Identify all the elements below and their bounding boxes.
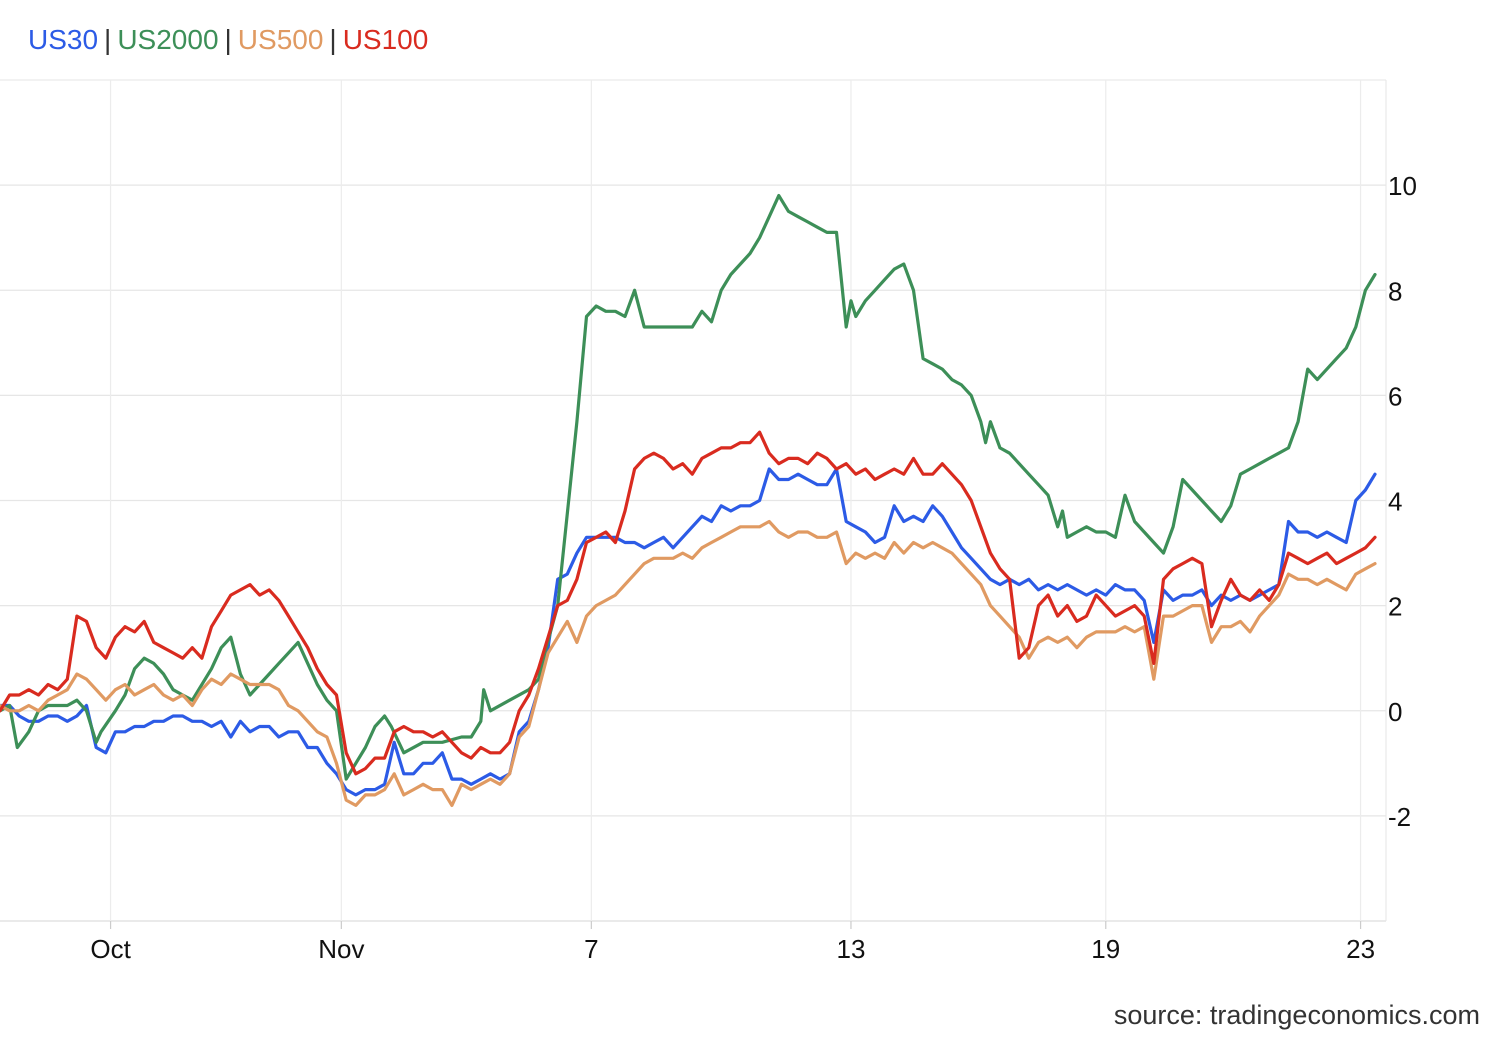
y-tick-label: 6: [1388, 381, 1402, 411]
y-tick-label: 4: [1388, 487, 1402, 517]
x-tick-label: Nov: [318, 934, 364, 964]
y-tick-label: -2: [1388, 802, 1411, 832]
legend-item-us100[interactable]: US100: [342, 24, 429, 55]
y-tick-label: 2: [1388, 592, 1402, 622]
y-tick-label: 10: [1388, 171, 1417, 201]
source-attribution: source: tradingeconomics.com: [1113, 1000, 1480, 1030]
y-tick-label: 0: [1388, 697, 1402, 727]
series-line-us500: [0, 519, 1377, 807]
x-tick-label: 7: [584, 934, 598, 964]
x-tick-label: Oct: [90, 934, 131, 964]
legend-separator: |: [224, 24, 232, 55]
legend-item-us500[interactable]: US500: [237, 24, 324, 55]
series-line-us30: [0, 467, 1377, 797]
chart-legend: US30 | US2000 | US500 | US100: [28, 22, 428, 58]
y-tick-label: 8: [1388, 276, 1402, 306]
x-tick-label: 23: [1346, 934, 1375, 964]
legend-separator: |: [329, 24, 337, 55]
legend-separator: |: [104, 24, 112, 55]
x-tick-label: 19: [1091, 934, 1120, 964]
legend-item-us30[interactable]: US30: [28, 24, 99, 55]
series-line-us100: [0, 430, 1377, 776]
series-line-us2000: [0, 194, 1377, 781]
x-tick-label: 13: [837, 934, 866, 964]
legend-item-us2000[interactable]: US2000: [117, 24, 219, 55]
